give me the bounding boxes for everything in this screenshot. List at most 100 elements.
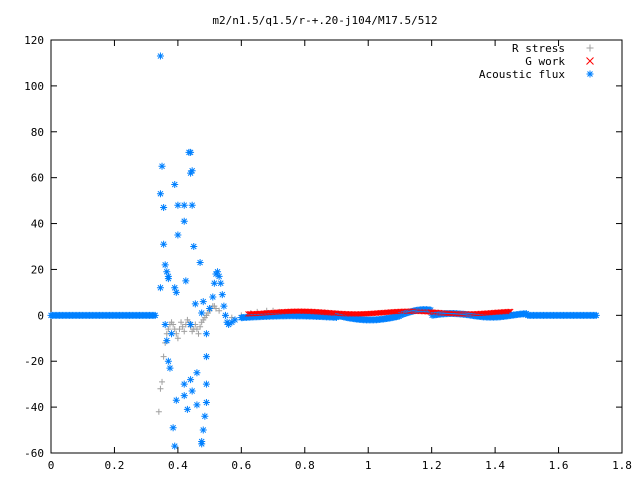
star-marker [187, 148, 195, 156]
star-marker [164, 275, 172, 283]
star-marker [202, 353, 210, 361]
star-marker [198, 440, 206, 448]
x-tick-label: 1.8 [612, 459, 632, 472]
plus-marker [176, 326, 183, 333]
y-tick-label: 100 [24, 80, 44, 93]
star-marker [592, 311, 600, 319]
star-marker [174, 201, 182, 209]
x-tick-label: 0.6 [231, 459, 251, 472]
star-marker [163, 337, 171, 345]
star-marker [201, 412, 209, 420]
star-marker [212, 270, 220, 278]
star-marker [161, 321, 169, 329]
star-marker [199, 426, 207, 434]
x-tick-label: 1.2 [422, 459, 442, 472]
x-tick-label: 0 [48, 459, 55, 472]
star-marker [164, 357, 172, 365]
star-marker [182, 277, 190, 285]
data-marks [47, 52, 600, 450]
star-marker [166, 364, 174, 372]
star-marker [180, 380, 188, 388]
star-marker [180, 392, 188, 400]
star-marker [168, 330, 176, 338]
star-marker [188, 167, 196, 175]
star-marker [171, 284, 179, 292]
star-marker [151, 311, 159, 319]
star-marker [188, 387, 196, 395]
legend-label: R stress [512, 42, 565, 55]
star-marker [198, 309, 206, 317]
star-marker [202, 380, 210, 388]
star-marker [221, 311, 229, 319]
plus-marker [160, 353, 167, 360]
star-marker [199, 298, 207, 306]
star-marker [223, 318, 231, 326]
star-marker [228, 318, 236, 326]
star-marker [206, 304, 214, 312]
y-tick-label: 60 [31, 172, 44, 185]
star-marker [169, 424, 177, 432]
star-marker [209, 293, 217, 301]
y-tick-label: -20 [24, 355, 44, 368]
star-marker [397, 311, 405, 319]
y-tick-label: 120 [24, 34, 44, 47]
star-marker [210, 279, 218, 287]
plus-marker [170, 321, 177, 328]
cross-marker [586, 57, 594, 65]
axis-ticks: 0 0.2 0.4 0.6 0.8 1 1.2 1.4 1.6 1.8 -60 -40 -20 0 20 40… [24, 34, 632, 472]
star-marker [174, 231, 182, 239]
x-tick-label: 1.4 [485, 459, 505, 472]
x-tick-label: 0.4 [168, 459, 188, 472]
x-tick-label: 1 [365, 459, 372, 472]
plus-marker [178, 319, 185, 326]
y-tick-label: 20 [31, 263, 44, 276]
y-tick-label: 40 [31, 218, 44, 231]
star-marker [220, 302, 228, 310]
plus-marker [586, 44, 594, 52]
y-tick-label: 80 [31, 126, 44, 139]
y-tick-label: -60 [24, 447, 44, 460]
star-marker [218, 291, 226, 299]
star-marker [180, 217, 188, 225]
plus-marker [174, 335, 181, 342]
star-marker [187, 169, 195, 177]
star-marker [160, 203, 168, 211]
plus-marker [212, 305, 219, 312]
star-marker [231, 316, 239, 324]
star-marker [171, 181, 179, 189]
star-marker [190, 243, 198, 250]
star-marker [156, 52, 164, 60]
star-marker [191, 300, 199, 308]
x-tick-label: 0.8 [295, 459, 315, 472]
plus-marker [157, 385, 164, 392]
star-marker [163, 268, 171, 276]
star-marker [158, 162, 166, 170]
plus-marker [181, 328, 188, 335]
star-marker [171, 442, 179, 450]
star-marker [156, 190, 164, 198]
star-marker [188, 201, 196, 209]
star-marker [172, 396, 180, 404]
chart-title: m2/n1.5/q1.5/r-+.20-j104/M17.5/512 [212, 14, 437, 27]
star-marker [225, 321, 233, 329]
plus-marker [197, 323, 204, 330]
y-tick-label: -40 [24, 401, 44, 414]
star-marker [193, 369, 201, 377]
star-marker [202, 399, 210, 407]
star-marker [214, 268, 222, 276]
plus-marker [195, 330, 202, 337]
legend-label: Acoustic flux [479, 68, 565, 81]
y-tick-label: 0 [37, 309, 44, 322]
star-marker [217, 279, 225, 287]
star-marker [187, 376, 195, 384]
plus-marker [193, 326, 200, 333]
star-marker [398, 311, 406, 319]
x-tick-label: 0.2 [105, 459, 125, 472]
x-tick-label: 1.6 [549, 459, 569, 472]
star-marker [215, 272, 223, 280]
star-marker [180, 201, 188, 209]
star-marker [202, 330, 210, 338]
star-marker [196, 259, 204, 267]
